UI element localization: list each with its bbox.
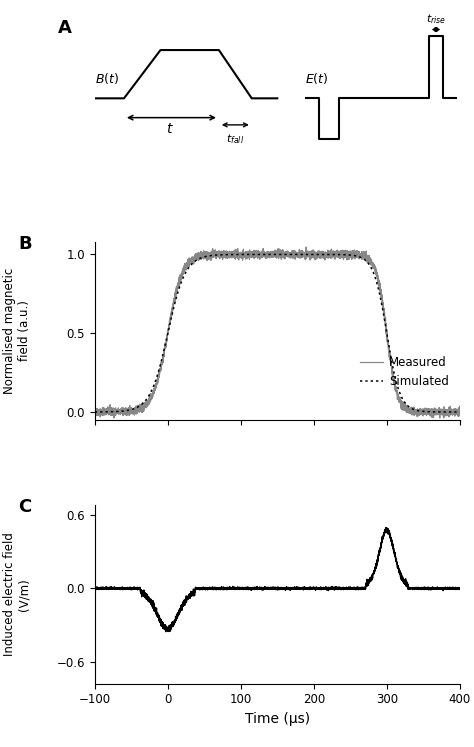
Text: $B(t)$: $B(t)$ <box>95 71 119 86</box>
Measured <box>92 406 98 415</box>
Measured <box>111 414 117 423</box>
Text: $t$: $t$ <box>166 123 173 137</box>
Text: $t_{fall}$: $t_{fall}$ <box>226 132 245 146</box>
Legend: Measured, Simulated: Measured, Simulated <box>355 351 454 393</box>
Simulated <box>289 250 295 259</box>
Simulated <box>92 407 98 416</box>
Text: $E(t)$: $E(t)$ <box>305 71 328 86</box>
Text: $t_{rise}$: $t_{rise}$ <box>426 12 446 26</box>
Simulated <box>329 250 335 259</box>
Simulated <box>311 250 317 259</box>
Measured <box>311 253 317 262</box>
X-axis label: Time (μs): Time (μs) <box>245 712 310 726</box>
Simulated <box>158 358 164 367</box>
Measured <box>158 358 164 367</box>
Y-axis label: Normalised magnetic
field (a.u.): Normalised magnetic field (a.u.) <box>3 267 31 394</box>
Measured <box>303 243 309 252</box>
Simulated <box>392 372 398 381</box>
Y-axis label: Induced electric field
(V/m): Induced electric field (V/m) <box>3 533 31 657</box>
Simulated <box>365 258 370 267</box>
Measured <box>392 379 398 388</box>
Line: Simulated: Simulated <box>95 255 460 412</box>
Measured <box>329 248 335 257</box>
Simulated <box>231 250 237 259</box>
Text: A: A <box>58 19 72 37</box>
Text: B: B <box>18 235 32 252</box>
Measured <box>231 246 237 255</box>
Line: Measured: Measured <box>95 247 460 418</box>
Measured <box>457 409 463 418</box>
Simulated <box>457 408 463 417</box>
Measured <box>365 257 370 266</box>
Text: C: C <box>18 498 31 516</box>
